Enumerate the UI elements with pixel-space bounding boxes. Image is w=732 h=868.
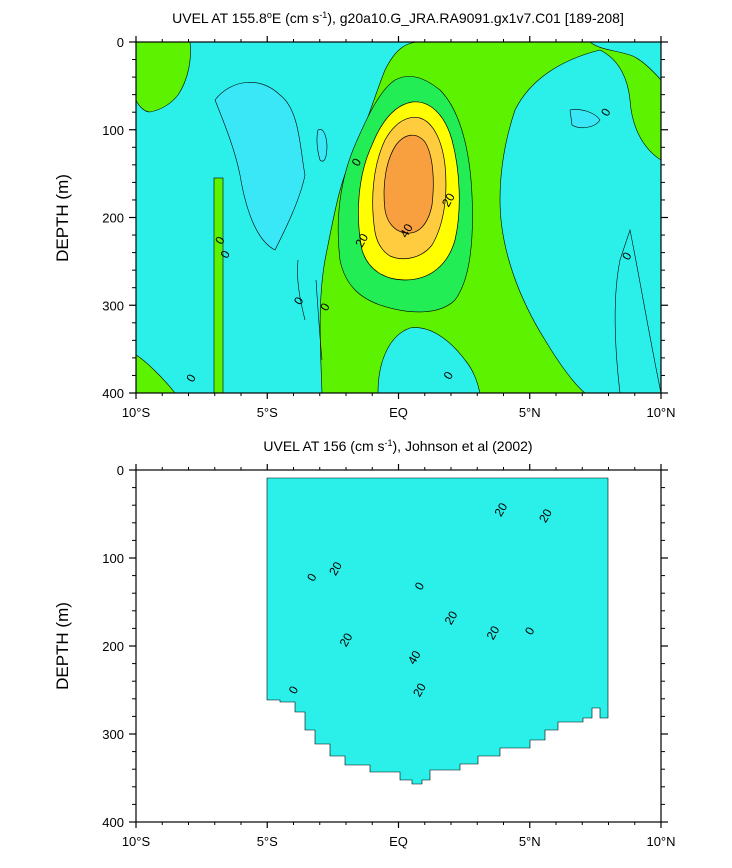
bottom-contour-label: 20 bbox=[337, 630, 356, 649]
bottom-contour-field bbox=[266, 477, 609, 785]
bottom-ytick-label: 400 bbox=[102, 815, 124, 830]
top-ytick-label: 400 bbox=[102, 386, 124, 401]
top-axes: 10°S 5°S EQ 5°N 10°N 0 100 200 300 400 bbox=[102, 35, 675, 420]
bottom-ylabel: DEPTH (m) bbox=[53, 602, 72, 690]
top-ytick-label: 0 bbox=[117, 35, 124, 50]
top-title: UVEL AT 155.8oE (cm s-1), g20a10.G_JRA.R… bbox=[172, 10, 624, 26]
top-ylabel: DEPTH (m) bbox=[53, 174, 72, 262]
top-xtick-label: 5°N bbox=[519, 405, 541, 420]
top-ytick-label: 300 bbox=[102, 298, 124, 313]
top-fill-cyan-dark-1 bbox=[214, 82, 306, 251]
bottom-contour-label: 40 bbox=[405, 648, 424, 667]
top-ytick-label: 100 bbox=[102, 123, 124, 138]
top-contour-field bbox=[136, 42, 661, 393]
bottom-ytick-label: 0 bbox=[117, 463, 124, 478]
top-contour-label: 20 bbox=[352, 231, 371, 250]
top-xtick-label: 5°S bbox=[257, 405, 278, 420]
bottom-xtick-label: 10°N bbox=[646, 834, 675, 849]
bottom-contour-label: 20 bbox=[536, 506, 555, 525]
bottom-contour-label: 20 bbox=[442, 608, 461, 627]
top-fill-cyan-bottom bbox=[377, 327, 481, 393]
bottom-xtick-label: 5°S bbox=[257, 834, 278, 849]
top-xtick-label: 10°S bbox=[122, 405, 151, 420]
top-contour-label: 20 bbox=[439, 190, 458, 209]
top-xtick-label: EQ bbox=[389, 405, 408, 420]
bottom-ytick-label: 200 bbox=[102, 639, 124, 654]
bottom-contour-label: 20 bbox=[326, 559, 345, 578]
top-fill-green-left bbox=[136, 42, 191, 113]
top-line-west-2 bbox=[315, 279, 323, 361]
top-fill-green-strip bbox=[213, 177, 224, 393]
top-fill-cyan-east bbox=[614, 228, 661, 393]
top-fill-cyan-dark-2 bbox=[316, 129, 328, 162]
bottom-xtick-label: 10°S bbox=[122, 834, 151, 849]
top-fill-orange-40 bbox=[383, 134, 434, 234]
bottom-title: UVEL AT 156 (cm s-1), Johnson et al (200… bbox=[263, 438, 532, 454]
bottom-contour-label: 20 bbox=[491, 500, 510, 519]
top-xtick-label: 10°N bbox=[646, 405, 675, 420]
bottom-contour-label: 20 bbox=[410, 680, 429, 699]
bottom-ytick-label: 100 bbox=[102, 551, 124, 566]
bottom-xtick-label: 5°N bbox=[519, 834, 541, 849]
top-ytick-label: 200 bbox=[102, 211, 124, 226]
bottom-xtick-label: EQ bbox=[389, 834, 408, 849]
top-contour-label: 40 bbox=[397, 221, 416, 240]
top-line-west-1 bbox=[297, 259, 306, 321]
top-fill-cyan-ne bbox=[589, 42, 661, 81]
top-fill-cyan-dark-3 bbox=[569, 109, 601, 129]
bottom-contour-label: 20 bbox=[484, 623, 503, 642]
bottom-axes: 10°S 5°S EQ 5°N 10°N 0 100 200 300 400 bbox=[102, 463, 675, 849]
bottom-ytick-label: 300 bbox=[102, 727, 124, 742]
